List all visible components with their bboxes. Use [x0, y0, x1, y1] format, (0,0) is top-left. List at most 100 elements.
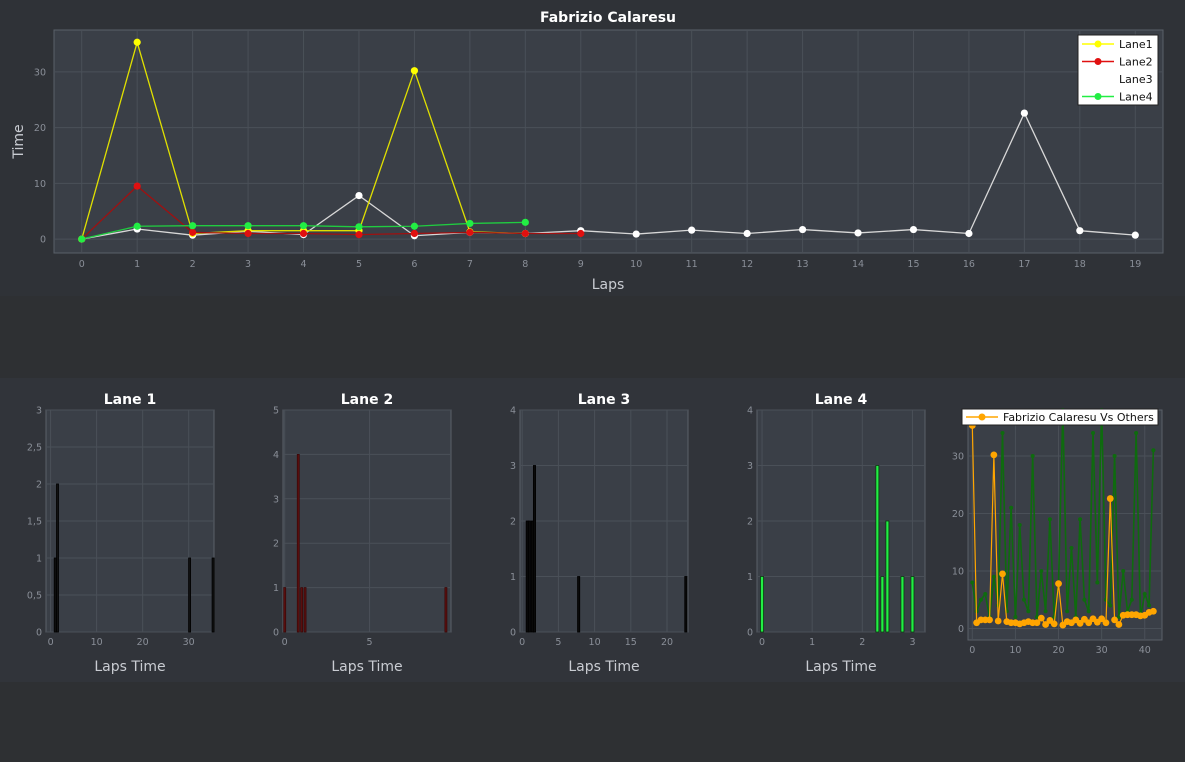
x-tick-label: 2: [190, 259, 196, 270]
data-point-lane2: [244, 229, 252, 238]
lane3-histogram-chart: 0 1 2 3 4 0 5 10 15 20 Lane 3 Laps Time: [510, 392, 689, 675]
chart-title: Lane 1: [104, 392, 156, 408]
x-tick-label: 0: [282, 637, 288, 648]
y-tick-label: 0: [36, 628, 42, 639]
data-point-lane2: [466, 228, 474, 236]
y-tick-label: 2,5: [27, 443, 42, 454]
data-point-others: [970, 580, 975, 585]
x-tick-label: 10: [1009, 645, 1021, 656]
data-point-lane2: [299, 229, 308, 238]
histogram-bar: [885, 520, 890, 633]
x-tick-label: 15: [625, 637, 637, 648]
y-tick-label: 2: [747, 517, 753, 528]
data-point-lane2: [355, 231, 363, 239]
x-axis-title: Laps Time: [331, 659, 402, 675]
y-tick-label: 30: [34, 67, 46, 78]
x-tick-label: 30: [183, 637, 195, 648]
data-point-lane1: [133, 38, 141, 46]
x-tick-label: 15: [907, 259, 919, 270]
legend: Lane1 Lane2 Lane3 Lane4: [1077, 34, 1159, 106]
histogram-bar: [211, 557, 215, 633]
lane2-histogram-chart: 0 1 2 3 4 5 0 5 Lane 2 Laps Time: [273, 392, 452, 675]
x-tick-label: 3: [909, 637, 915, 648]
y-tick-label: 3: [747, 461, 753, 472]
x-tick-label: 19: [1129, 259, 1141, 270]
y-tick-label: 3: [273, 494, 279, 505]
data-point-others: [1000, 431, 1005, 435]
data-point-lane4: [78, 235, 86, 243]
data-point-others: [1017, 523, 1022, 527]
histogram-bar: [684, 576, 688, 633]
legend-swatch-marker: [1094, 40, 1102, 48]
data-point-others: [1112, 454, 1117, 458]
x-tick-label: 11: [686, 259, 698, 270]
data-point-others: [983, 592, 988, 596]
series-line-lane2: [81, 185, 581, 240]
data-point-fabrizio: [990, 451, 998, 459]
x-tick-label: 17: [1018, 259, 1030, 270]
data-point-fabrizio: [1085, 619, 1093, 627]
data-point-others: [1039, 569, 1044, 573]
legend-label: Lane3: [1119, 73, 1153, 86]
x-tick-label: 7: [467, 259, 473, 270]
histogram-bar: [188, 557, 192, 633]
data-point-lane3: [965, 229, 973, 238]
data-point-fabrizio: [1033, 619, 1041, 627]
histogram-bar: [303, 587, 307, 633]
data-point-lane3: [355, 191, 363, 200]
data-point-others: [1108, 603, 1113, 608]
y-tick-label: 4: [510, 406, 516, 417]
data-point-others: [1069, 546, 1074, 550]
data-point-lane3: [688, 226, 696, 234]
y-tick-label: 1: [747, 572, 753, 583]
y-tick-label: 20: [952, 509, 964, 520]
y-tick-label: 1: [273, 583, 279, 594]
legend-label: Lane1: [1119, 38, 1153, 51]
x-tick-label: 5: [356, 259, 362, 270]
data-point-lane3: [1020, 109, 1028, 117]
data-point-fabrizio: [994, 617, 1002, 625]
y-tick-label: 2: [273, 539, 279, 550]
data-point-others: [1043, 609, 1048, 614]
data-point-lane4: [299, 222, 308, 230]
y-tick-label: 1: [510, 572, 516, 583]
histogram-bar: [283, 587, 287, 633]
legend: Fabrizio Calaresu Vs Others: [961, 408, 1159, 426]
data-point-others: [1030, 454, 1035, 458]
data-point-others: [1026, 609, 1031, 614]
y-tick-label: 4: [747, 406, 753, 417]
data-point-lane3: [798, 225, 807, 234]
data-point-lane3: [632, 230, 640, 238]
x-tick-label: 0: [969, 645, 975, 656]
x-tick-label: 0: [48, 637, 54, 648]
x-tick-label: 20: [661, 637, 673, 648]
data-point-fabrizio: [1076, 619, 1084, 627]
histogram-bar: [880, 576, 885, 633]
data-point-fabrizio: [999, 570, 1006, 578]
data-point-fabrizio: [1037, 614, 1045, 622]
x-tick-label: 0: [759, 637, 765, 648]
data-point-fabrizio: [1042, 621, 1049, 628]
data-point-lane2: [577, 229, 585, 238]
data-point-others: [1147, 603, 1152, 608]
histogram-bar: [532, 465, 536, 633]
data-point-others: [1047, 517, 1052, 522]
legend-swatch-marker: [1094, 93, 1102, 100]
data-point-others: [1142, 592, 1147, 596]
data-point-others: [1086, 609, 1091, 614]
x-tick-label: 18: [1074, 259, 1086, 270]
y-tick-label: 30: [952, 452, 964, 463]
y-tick-label: 2: [510, 517, 516, 528]
data-point-lane4: [355, 223, 363, 231]
plot-area: [53, 29, 1164, 254]
legend-label: Lane2: [1119, 56, 1153, 69]
x-tick-label: 13: [797, 259, 809, 270]
y-tick-label: 0: [510, 628, 516, 639]
y-tick-label: 0: [958, 624, 964, 635]
data-point-others: [1091, 431, 1096, 435]
y-tick-label: 5: [273, 406, 279, 417]
histogram-bar: [56, 483, 59, 633]
histogram-bar: [910, 576, 915, 633]
y-tick-label: 10: [952, 567, 964, 578]
